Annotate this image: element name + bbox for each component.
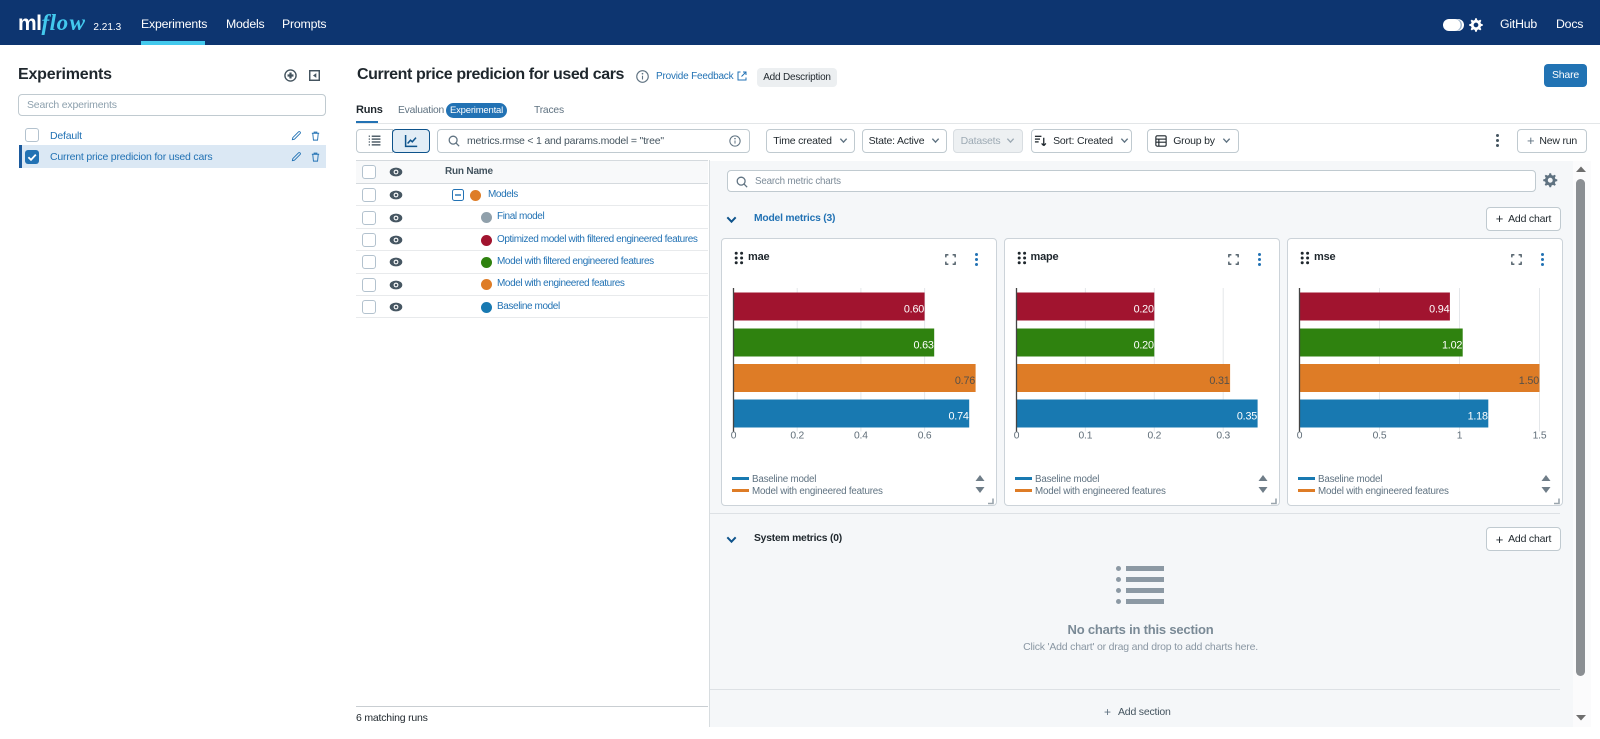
svg-text:Model with engineered features: Model with engineered features [1035,486,1166,497]
svg-text:0: 0 [1013,431,1019,442]
svg-text:0.5: 0.5 [1373,431,1387,442]
svg-text:0.74: 0.74 [948,411,968,423]
svg-text:0.3: 0.3 [1216,431,1230,442]
svg-text:Model with engineered features: Model with engineered features [752,486,883,497]
svg-text:0.2: 0.2 [1147,431,1161,442]
svg-text:Baseline model: Baseline model [752,474,816,485]
svg-text:0.63: 0.63 [913,340,933,352]
svg-text:0: 0 [731,431,737,442]
svg-text:1.50: 1.50 [1519,375,1539,387]
svg-text:0.20: 0.20 [1133,304,1153,316]
svg-text:0.2: 0.2 [790,431,804,442]
svg-text:0.4: 0.4 [854,431,868,442]
svg-text:Model with engineered features: Model with engineered features [1318,486,1449,497]
svg-text:1: 1 [1457,431,1463,442]
svg-text:0.1: 0.1 [1078,431,1092,442]
svg-text:0.20: 0.20 [1133,340,1153,352]
svg-text:Baseline model: Baseline model [1035,474,1099,485]
svg-text:0.6: 0.6 [918,431,932,442]
svg-text:1.02: 1.02 [1442,340,1462,352]
svg-text:Baseline model: Baseline model [1318,474,1382,485]
svg-text:0.94: 0.94 [1429,304,1449,316]
svg-text:0.76: 0.76 [955,375,975,387]
svg-text:0.31: 0.31 [1209,375,1229,387]
svg-text:0.35: 0.35 [1236,411,1256,423]
svg-text:0.60: 0.60 [904,304,924,316]
svg-text:0: 0 [1297,431,1303,442]
svg-text:1.18: 1.18 [1468,411,1488,423]
svg-text:1.5: 1.5 [1533,431,1547,442]
